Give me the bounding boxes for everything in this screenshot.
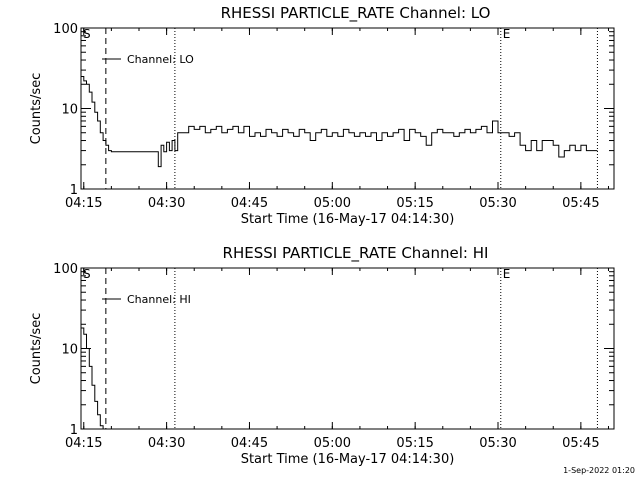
panel-2-x-tick-label: 05:30 [479, 436, 516, 451]
panel-1-data-series-line [81, 76, 598, 168]
panel-1-marker-label: S [83, 27, 91, 41]
panel-2-x-tick-label: 04:30 [148, 436, 185, 451]
panel-2-x-tick-label: 05:00 [314, 436, 351, 451]
panel-2-data-series-line [81, 327, 104, 429]
panel-1-x-axis-label: Start Time (16-May-17 04:14:30) [241, 212, 455, 227]
panel-2-x-tick-label: 05:45 [562, 436, 599, 451]
panel-2-y-axis-label: Counts/sec [29, 313, 44, 385]
panel-1-marker-label: E [503, 27, 511, 41]
panel-2-y-tick-label: 10 [61, 343, 78, 358]
panel-1-legend-label: Channel: LO [127, 53, 194, 66]
panel-1-x-tick-label: 05:45 [562, 196, 599, 211]
panel-2-y-tick-label: 1 [70, 423, 78, 438]
panel-1-x-tick-label: 04:45 [231, 196, 268, 211]
panel-1-x-tick-label: 04:15 [65, 196, 102, 211]
panel-1-x-tick-label: 05:15 [396, 196, 433, 211]
panel-2-x-axis-label: Start Time (16-May-17 04:14:30) [241, 452, 455, 467]
panel-1-y-axis-label: Counts/sec [29, 73, 44, 145]
panel-1-y-tick-label: 10 [61, 103, 78, 118]
panel-2-marker-label: E [503, 267, 511, 281]
footer-timestamp: 1-Sep-2022 01:20 [563, 466, 635, 475]
panel-1-y-tick-label: 100 [53, 22, 78, 37]
panel-2-x-tick-label: 04:15 [65, 436, 102, 451]
panel-1-title: RHESSI PARTICLE_RATE Channel: LO [221, 4, 491, 23]
panel-2-x-tick-label: 05:15 [396, 436, 433, 451]
panel-2-marker-label: S [83, 267, 91, 281]
panel-1-x-tick-label: 05:30 [479, 196, 516, 211]
panel-2-title: RHESSI PARTICLE_RATE Channel: HI [223, 244, 489, 263]
panel-1-y-tick-label: 1 [70, 183, 78, 198]
panel-1-x-tick-label: 05:00 [314, 196, 351, 211]
panel-2-x-tick-label: 04:45 [231, 436, 268, 451]
panel-1-x-tick-label: 04:30 [148, 196, 185, 211]
panel-2-legend-label: Channel: HI [127, 293, 191, 306]
panel-2-y-tick-label: 100 [53, 262, 78, 277]
